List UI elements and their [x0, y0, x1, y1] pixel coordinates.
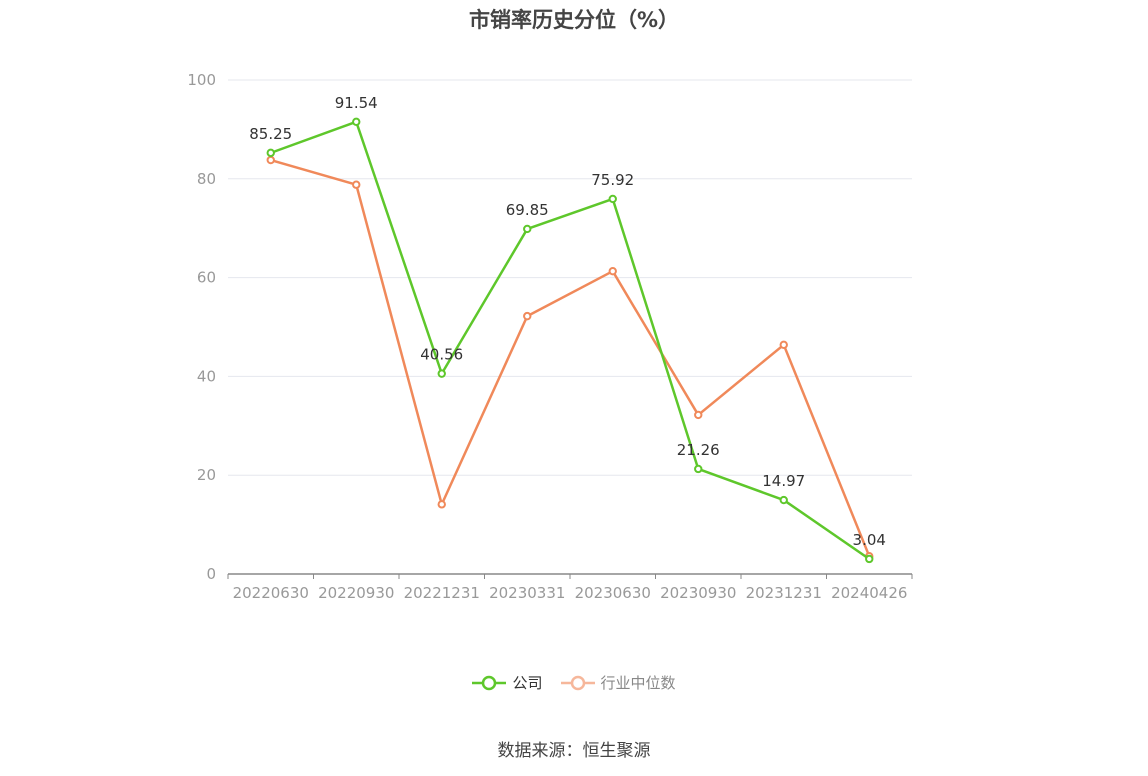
legend: 公司 行业中位数 [0, 672, 1148, 693]
company-data-point [608, 194, 617, 204]
company-data-point [352, 117, 361, 126]
company-data-point [865, 554, 874, 564]
industry-median-data-point [694, 410, 703, 420]
y-tick-label: 60 [197, 269, 216, 287]
legend-item-industry-median[interactable]: 行业中位数 [560, 672, 676, 693]
legend-industry-median-label: 行业中位数 [600, 674, 676, 692]
industry-median-data-point [523, 311, 532, 321]
industry-median-series-line [270, 158, 871, 557]
legend-company-label: 公司 [512, 674, 543, 692]
legend-item-company[interactable]: 公司 [472, 672, 543, 693]
chart-title: 市销率历史分位（%） [468, 8, 680, 32]
company-data-point [437, 369, 446, 378]
y-tick-label: 0 [206, 565, 216, 583]
company-data-label: 75.92 [591, 171, 634, 189]
y-tick-label: 100 [187, 71, 216, 89]
x-tick-label: 20231231 [746, 584, 822, 602]
company-data-label: 69.85 [506, 201, 549, 219]
company-data-label: 91.54 [335, 94, 378, 112]
axes: 0 20 40 60 80 100 20220630 20220930 20221231 2023… [187, 71, 913, 602]
company-data-label: 3.04 [853, 531, 886, 549]
y-tick-label: 80 [197, 170, 216, 188]
industry-median-data-point [608, 266, 617, 276]
company-data-point [694, 464, 703, 474]
data-source-note: 数据来源：恒生聚源 [497, 741, 651, 761]
legend-industry-line-icon [560, 675, 595, 690]
industry-median-data-point [779, 340, 788, 349]
x-tick-label: 20230930 [660, 584, 736, 602]
company-data-point [266, 148, 275, 158]
legend-company-line-icon [472, 675, 507, 690]
company-data-label: 40.56 [420, 346, 463, 364]
x-tick-label: 20220630 [233, 584, 309, 602]
x-tick-label: 20240426 [831, 584, 907, 602]
x-tick-label: 20230630 [575, 584, 651, 602]
company-data-point [779, 495, 788, 505]
industry-median-data-point [266, 155, 275, 165]
industry-median-data-point [352, 180, 361, 189]
x-tick-label: 20221231 [404, 584, 480, 602]
industry-median-data-point [437, 500, 446, 509]
company-data-point [523, 224, 532, 234]
series-lines [266, 117, 874, 564]
grid-lines [228, 79, 912, 476]
company-series-line [270, 120, 870, 561]
line-chart: 0 20 40 60 80 100 20220630 20220930 20221231 2023… [187, 71, 913, 602]
y-tick-label: 20 [197, 466, 216, 484]
company-data-label: 85.25 [249, 125, 292, 143]
x-tick-label: 20220930 [318, 584, 394, 602]
data-labels: 85.25 91.54 40.56 69.85 75.92 21.26 14.97 3.04 [249, 94, 886, 549]
company-data-label: 14.97 [762, 472, 805, 490]
y-tick-label: 40 [197, 367, 216, 385]
x-tick-label: 20230331 [489, 584, 565, 602]
company-data-label: 21.26 [677, 441, 720, 459]
